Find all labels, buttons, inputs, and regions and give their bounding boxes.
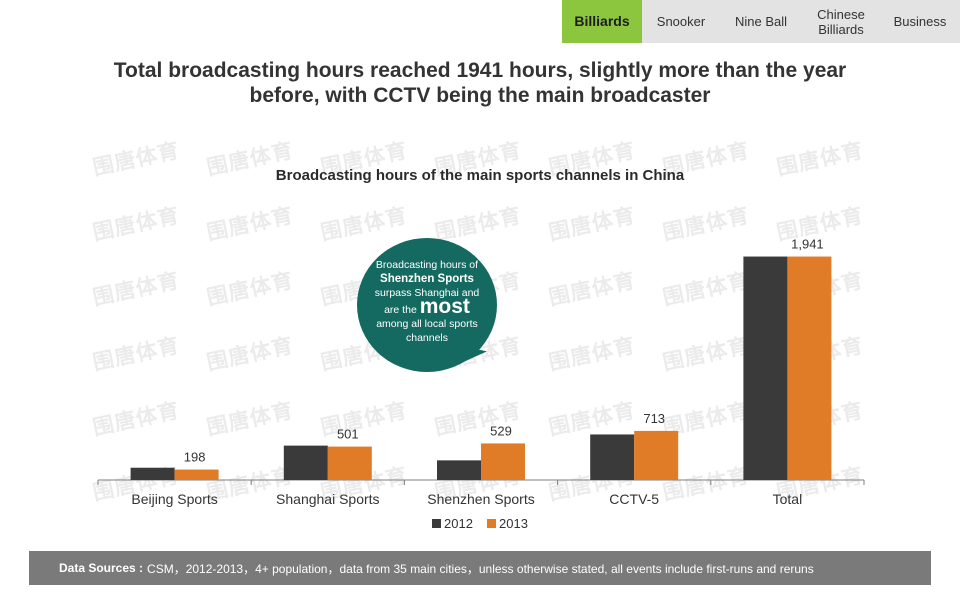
tab-label: Snooker: [656, 14, 706, 29]
callout-bubble: Broadcasting hours of Shenzhen Sports su…: [357, 238, 497, 372]
callout-line-4-prefix: are the: [384, 304, 417, 316]
tab-business[interactable]: Business: [880, 0, 960, 43]
callout-emphasis: most: [419, 295, 470, 318]
data-sources-footer: Data Sources : CSM，2012-2013，4+ populati…: [29, 551, 931, 585]
headline: Total broadcasting hours reached 1941 ho…: [40, 58, 920, 108]
data-label: 529: [490, 423, 512, 438]
data-label: 1,941: [791, 237, 824, 252]
callout-line-4: are the most: [357, 296, 497, 317]
bar-2013-2: [481, 443, 525, 480]
bar-2012-4: [743, 256, 788, 480]
tab-label: Billiards: [574, 13, 630, 29]
tab-snooker[interactable]: Snooker: [642, 0, 720, 43]
x-tick-label: Beijing Sports: [131, 491, 217, 507]
category-tabs: Billiards Snooker Nine Ball Chinese Billiar…: [562, 0, 960, 43]
footer-text: CSM，2012-2013，4+ population，data from 35…: [147, 561, 814, 576]
tab-nine-ball[interactable]: Nine Ball: [720, 0, 802, 43]
x-tick-label: Shenzhen Sports: [427, 491, 534, 507]
x-tick-label: Total: [773, 491, 803, 507]
tab-billiards[interactable]: Billiards: [562, 0, 642, 43]
tab-label: Chinese Billiards: [817, 6, 865, 37]
tab-chinese-billiards[interactable]: Chinese Billiards: [802, 0, 880, 43]
callout-line-3: surpass Shanghai and: [374, 287, 480, 299]
bar-2013-4: [787, 256, 832, 480]
callout-line-1: Broadcasting hours of: [375, 259, 479, 271]
data-label: 501: [337, 427, 359, 442]
x-tick-label: CCTV-5: [609, 491, 659, 507]
data-label: 713: [643, 411, 665, 426]
callout-line-2: Shenzhen Sports: [380, 273, 474, 285]
legend-swatch-2013: [487, 519, 496, 528]
callout-line-5: among all local sports: [376, 318, 478, 330]
bar-2012-0: [130, 467, 175, 480]
callout-line-6: channels: [405, 332, 449, 344]
bar-2013-3: [634, 430, 679, 480]
tab-label: Nine Ball: [734, 14, 788, 29]
headline-line-2: before, with CCTV being the main broadca…: [249, 84, 711, 107]
footer-label: Data Sources :: [59, 561, 144, 575]
chart-title: Broadcasting hours of the main sports ch…: [275, 167, 685, 184]
legend-swatch-2012: [432, 519, 441, 528]
x-tick-label: Shanghai Sports: [276, 491, 380, 507]
legend-label: 2013: [499, 516, 528, 531]
data-label: 198: [184, 450, 206, 465]
bar-2012-1: [283, 445, 328, 480]
headline-line-1: Total broadcasting hours reached 1941 ho…: [113, 59, 847, 82]
tab-label: Business: [893, 14, 947, 29]
legend-label: 2012: [444, 516, 473, 531]
bar-2013-1: [327, 446, 372, 480]
bar-2012-2: [437, 460, 481, 480]
bar-2013-0: [174, 469, 219, 480]
bar-2012-3: [590, 434, 635, 480]
